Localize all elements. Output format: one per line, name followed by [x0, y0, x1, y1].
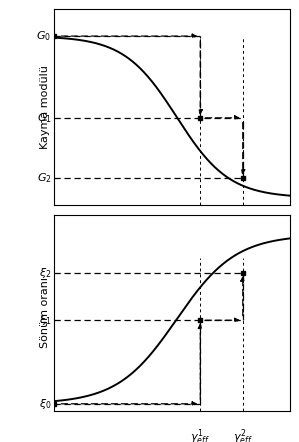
Text: $G_2$: $G_2$ — [37, 171, 51, 185]
Text: $\gamma^1_{eff}$: $\gamma^1_{eff}$ — [190, 427, 210, 442]
Text: $G_0$: $G_0$ — [36, 29, 51, 43]
Y-axis label: Kayma modülü: Kayma modülü — [40, 65, 50, 149]
Text: $\xi_0$: $\xi_0$ — [39, 397, 51, 411]
Y-axis label: Sönüm oranı: Sönüm oranı — [40, 278, 50, 348]
Text: $\xi_2$: $\xi_2$ — [39, 266, 51, 280]
Text: $G_1$: $G_1$ — [36, 111, 51, 125]
Text: $\xi_1$: $\xi_1$ — [39, 313, 51, 327]
Text: $\gamma^2_{eff}$: $\gamma^2_{eff}$ — [233, 427, 253, 442]
